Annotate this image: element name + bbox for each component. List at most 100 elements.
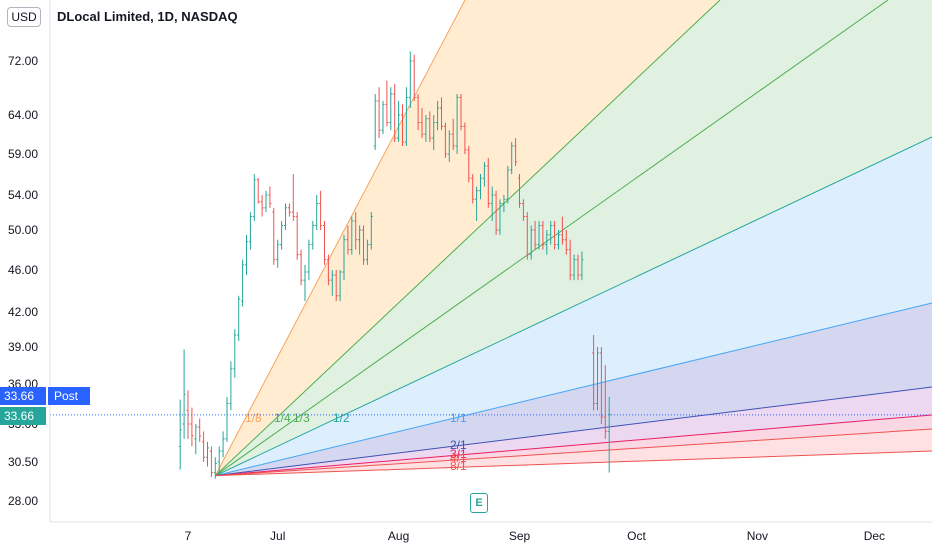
y-tick-label: 64.00 xyxy=(8,108,38,122)
ohlc-bar xyxy=(443,122,447,158)
fan-label-1-8: 1/8 xyxy=(245,411,262,425)
y-tick-label: 28.00 xyxy=(8,494,38,508)
ohlc-bar xyxy=(490,186,494,221)
ohlc-bar xyxy=(233,329,237,378)
ohlc-bar xyxy=(217,446,221,473)
fan-line-4-1 xyxy=(215,428,932,477)
y-tick-label: 42.00 xyxy=(8,305,38,319)
ohlc-bar xyxy=(381,100,385,135)
x-tick-label: 7 xyxy=(185,529,192,543)
ohlc-bar xyxy=(346,225,350,255)
ohlc-bar xyxy=(303,264,307,302)
fan-label-1-1: 1/1 xyxy=(450,411,467,425)
ohlc-bar xyxy=(447,130,451,162)
ohlc-bar xyxy=(479,174,482,200)
ohlc-bar xyxy=(260,195,264,217)
ohlc-bar xyxy=(568,239,572,281)
y-tick-label: 59.00 xyxy=(8,147,38,161)
ohlc-bar xyxy=(506,165,510,204)
ohlc-bar xyxy=(194,424,198,455)
y-tick-label: 54.00 xyxy=(8,188,38,202)
ohlc-bar xyxy=(521,199,525,221)
ohlc-bar xyxy=(599,347,603,424)
ohlc-bar xyxy=(412,54,416,101)
ohlc-bar xyxy=(416,93,420,131)
ohlc-bar xyxy=(564,230,568,255)
ohlc-bar xyxy=(319,190,323,230)
y-tick-label: 72.00 xyxy=(8,54,38,68)
ohlc-bar xyxy=(404,87,408,146)
ohlc-bar xyxy=(525,212,529,260)
last-price-label: 33.66 xyxy=(0,407,46,425)
x-tick-label: Aug xyxy=(388,529,409,543)
fan-label-1-2: 1/2 xyxy=(333,411,350,425)
ohlc-bar xyxy=(326,254,330,286)
ohlc-bar xyxy=(311,220,315,250)
ohlc-bar xyxy=(393,83,397,142)
fan-label-1-4: 1/4 xyxy=(274,411,291,425)
ohlc-bar xyxy=(338,270,342,302)
ohlc-bar xyxy=(280,220,284,250)
ohlc-bar xyxy=(576,254,580,281)
ohlc-bar xyxy=(510,141,514,175)
earnings-event-marker[interactable]: E xyxy=(470,493,488,513)
ohlc-bar xyxy=(241,259,245,307)
ohlc-bar xyxy=(537,220,541,250)
ohlc-bar xyxy=(424,115,428,142)
ohlc-bar xyxy=(248,212,252,250)
ohlc-bar xyxy=(482,161,486,187)
ohlc-bar xyxy=(455,93,459,154)
fan-line-1-4 xyxy=(214,0,721,477)
ohlc-bar xyxy=(467,145,471,183)
ohlc-bar xyxy=(436,100,440,131)
ohlc-bar xyxy=(560,216,564,245)
ohlc-bar xyxy=(206,441,209,467)
ohlc-bar xyxy=(299,249,303,286)
gann-fan: 1/8 1/4 1/3 1/2 1/1 2/13/14/18/1 xyxy=(50,0,932,477)
y-tick-label: 46.00 xyxy=(8,263,38,277)
ohlc-bar xyxy=(237,295,241,341)
ohlc-bar xyxy=(256,178,260,204)
ohlc-bar xyxy=(463,122,467,154)
ohlc-bar xyxy=(514,138,518,166)
ohlc-bar xyxy=(362,225,365,265)
ohlc-bar xyxy=(209,446,213,478)
ohlc-bar xyxy=(284,203,287,230)
x-tick-label: Dec xyxy=(864,529,885,543)
fan-label-4-1: 4/1 xyxy=(450,451,467,465)
ohlc-bar xyxy=(291,174,295,221)
ohlc-bar xyxy=(553,220,557,250)
ohlc-bar xyxy=(272,207,276,265)
ohlc-bar xyxy=(245,234,248,276)
ohlc-bar xyxy=(190,407,194,447)
x-tick-label: Jul xyxy=(270,529,285,543)
ohlc-bar xyxy=(596,347,599,411)
ohlc-bar xyxy=(541,220,545,250)
ohlc-bar xyxy=(334,270,338,302)
ohlc-bar xyxy=(607,396,611,473)
ohlc-bar xyxy=(358,225,362,255)
ohlc-bar xyxy=(225,396,229,442)
y-tick-label: 30.50 xyxy=(8,455,38,469)
ohlc-bar xyxy=(377,87,381,139)
fan-line-1-3 xyxy=(215,0,889,477)
ohlc-bar xyxy=(178,399,182,470)
x-tick-label: Nov xyxy=(747,529,768,543)
ohlc-bar xyxy=(502,195,506,213)
ohlc-bar xyxy=(389,87,393,131)
chart-title: DLocal Limited, 1D, NASDAQ xyxy=(57,9,238,24)
ohlc-bar xyxy=(385,80,389,127)
ohlc-bar xyxy=(287,203,291,217)
fan-line-3-1 xyxy=(215,414,932,477)
ohlc-bar xyxy=(408,51,412,108)
ohlc-bar xyxy=(529,225,533,260)
fan-label-2-1: 2/1 xyxy=(450,438,467,452)
post-price-label: 33.66 Post xyxy=(0,387,90,405)
ohlc-bar xyxy=(295,212,299,260)
ohlc-bar xyxy=(572,254,576,281)
currency-badge[interactable]: USD xyxy=(7,7,41,27)
ohlc-bar xyxy=(323,220,326,265)
header: USD DLocal Limited, 1D, NASDAQ xyxy=(0,0,932,36)
ohlc-bar xyxy=(486,157,490,208)
